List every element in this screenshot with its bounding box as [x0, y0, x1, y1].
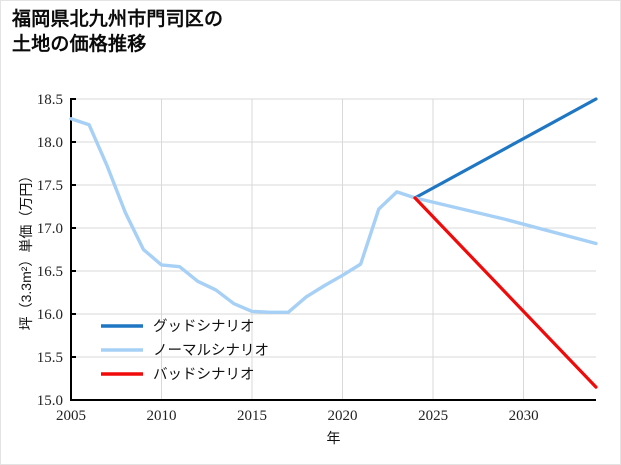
series-line-normal: [69, 117, 598, 314]
x-tick-label: 2025: [418, 408, 448, 424]
legend-label: グッドシナリオ: [153, 318, 255, 335]
y-tick-label: 18.0: [37, 135, 63, 151]
y-tick-label: 15.0: [37, 393, 63, 409]
x-axis-title: 年: [327, 430, 341, 446]
legend-label: バッドシナリオ: [153, 367, 255, 383]
x-tick-label: 2015: [237, 408, 267, 424]
axis-lines: [69, 97, 596, 402]
y-tick-label: 18.5: [37, 92, 63, 108]
legend-label: ノーマルシナリオ: [153, 343, 269, 359]
y-tick-label: 17.5: [37, 178, 63, 194]
x-tick-label: 2005: [56, 408, 86, 424]
series-line-bad: [413, 196, 598, 389]
y-axis-tick-labels: 15.0 15.5 16.0 16.5 17.0 17.5 18.0 18.5: [37, 92, 63, 409]
y-axis-title: 坪（3.3m²）単価（万円）: [18, 169, 34, 331]
x-tick-label: 2030: [509, 408, 539, 424]
gridlines: [70, 98, 596, 401]
x-axis-tick-labels: 2005 2010 2015 2020 2025 2030: [56, 408, 539, 424]
y-tick-label: 15.5: [37, 350, 63, 366]
y-tick-label: 16.5: [37, 264, 63, 280]
x-tick-label: 2010: [147, 408, 177, 424]
series-line-good: [413, 97, 598, 200]
y-tick-label: 17.0: [37, 221, 63, 237]
x-tick-label: 2020: [328, 408, 358, 424]
y-tick-label: 16.0: [37, 307, 63, 323]
data-series: [69, 97, 598, 389]
page-title: 福岡県北九州市門司区の 土地の価格推移: [12, 9, 224, 56]
